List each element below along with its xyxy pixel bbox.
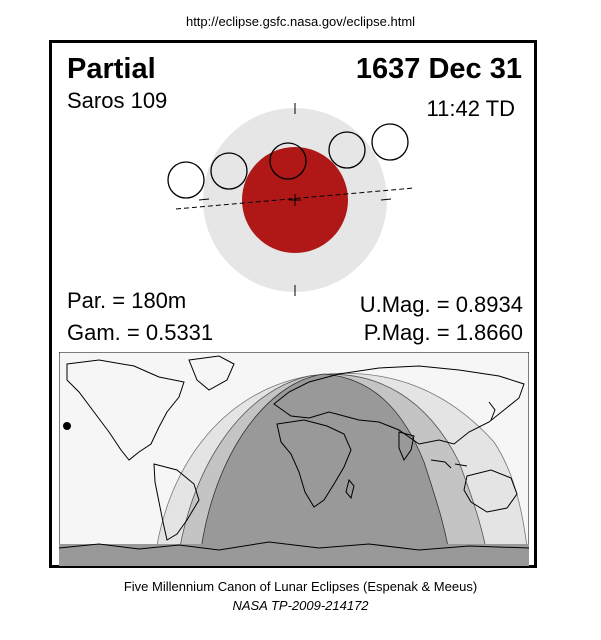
greenland-outline <box>188 355 235 391</box>
africa-outline <box>276 419 352 508</box>
eurasia-outline <box>273 365 525 445</box>
canon-citation: Five Millennium Canon of Lunar Eclipses … <box>123 579 478 594</box>
eclipse-type: Partial <box>67 53 156 85</box>
moon-zenith-marker <box>63 422 71 430</box>
penumbra-right-tick <box>380 198 392 201</box>
moon-position-u1 <box>210 152 248 190</box>
gamma-value: Gam. = 0.5331 <box>67 320 214 345</box>
source-url: http://eclipse.gsfc.nasa.gov/eclipse.htm… <box>185 14 416 29</box>
moon-position-p4 <box>371 123 409 161</box>
japan-outline <box>488 401 496 421</box>
full-visibility-zone <box>198 373 452 566</box>
australia-outline <box>463 469 518 513</box>
eclipse-time: 11:42 TD <box>426 96 515 121</box>
penumbral-magnitude: P.Mag. = 1.8660 <box>363 320 523 345</box>
north-america-outline <box>66 359 185 461</box>
madagascar-outline <box>345 478 355 500</box>
indonesia-islands <box>430 459 468 469</box>
moon-position-u4 <box>328 131 366 169</box>
moon-position-mid <box>269 142 307 180</box>
south-america-outline <box>153 463 200 541</box>
visibility-world-map <box>59 352 529 566</box>
antarctic-coastline <box>59 541 529 551</box>
eclipse-date: 1637 Dec 31 <box>355 53 522 85</box>
eclipse-panel <box>49 40 537 568</box>
saros-number: Saros 109 <box>67 88 168 113</box>
eclipse-geometry-diagram <box>167 103 415 296</box>
moon-position-p1 <box>167 161 205 199</box>
umbral-magnitude: U.Mag. = 0.8934 <box>359 292 523 317</box>
penumbra-left-tick <box>198 198 210 201</box>
india-outline <box>398 431 415 462</box>
partial-duration: Par. = 180m <box>67 288 187 313</box>
publication-id: NASA TP-2009-214172 <box>232 598 369 613</box>
